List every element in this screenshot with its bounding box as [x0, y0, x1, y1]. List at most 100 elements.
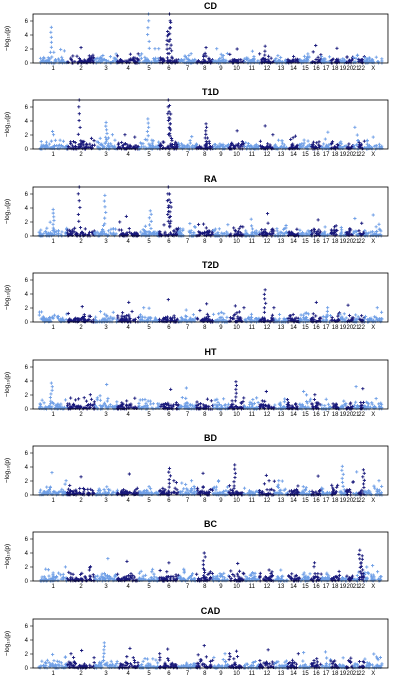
snp-point — [313, 572, 317, 576]
snp-point — [217, 227, 221, 231]
snp-point — [164, 147, 168, 151]
peak-point — [168, 210, 172, 214]
snp-point — [92, 139, 96, 143]
snp-point — [170, 143, 175, 147]
snp-point — [48, 491, 52, 495]
snp-point — [69, 404, 73, 408]
snp-point — [289, 314, 293, 318]
snp-point — [215, 397, 219, 401]
peak-point — [104, 121, 108, 125]
snp-point — [87, 54, 91, 58]
snp-point — [56, 228, 61, 233]
y-tick-label: 2 — [25, 393, 29, 399]
snp-point — [73, 579, 77, 583]
snp-point — [235, 490, 239, 494]
snp-point — [377, 401, 381, 406]
peak-point — [167, 477, 171, 482]
snp-point — [143, 574, 148, 578]
snp-point — [165, 570, 169, 574]
y-tick-label: 6 — [25, 365, 29, 371]
peak-point — [302, 389, 306, 393]
snp-point — [68, 483, 72, 488]
peak-point — [263, 124, 267, 128]
snp-point — [150, 141, 154, 146]
snp-point — [289, 577, 293, 581]
snp-point — [225, 230, 229, 234]
snp-point — [159, 404, 163, 408]
snp-point — [206, 317, 210, 321]
snp-point — [68, 228, 72, 232]
peak-point — [167, 192, 172, 196]
snp-point — [331, 232, 335, 236]
points-group — [38, 548, 383, 583]
snp-point — [277, 313, 282, 317]
snp-point — [353, 60, 357, 64]
snp-point — [133, 59, 137, 63]
snp-point — [291, 58, 296, 62]
snp-point — [172, 314, 176, 318]
x-tick-label: 15 — [302, 152, 309, 158]
snp-point — [142, 228, 147, 233]
snp-point — [205, 312, 209, 317]
snp-point — [63, 565, 68, 569]
snp-point — [286, 57, 290, 62]
peak-point — [233, 467, 237, 471]
points-group — [38, 12, 384, 65]
snp-point — [306, 55, 310, 59]
snp-point — [98, 310, 103, 314]
snp-point — [148, 144, 152, 148]
snp-point — [147, 485, 151, 489]
peak-point — [78, 205, 82, 209]
snp-point — [184, 490, 188, 494]
snp-point — [76, 318, 80, 322]
snp-point — [91, 573, 95, 577]
snp-point — [301, 313, 305, 317]
snp-point — [82, 395, 86, 399]
y-axis-label: −log₁₀(p) — [4, 371, 11, 396]
snp-point — [79, 318, 83, 322]
snp-point — [344, 316, 348, 320]
snp-point — [183, 401, 187, 406]
snp-point — [69, 57, 73, 62]
snp-point — [158, 229, 162, 234]
snp-point — [180, 489, 184, 493]
snp-point — [169, 575, 173, 579]
snp-point — [368, 405, 373, 409]
snp-point — [374, 315, 378, 320]
snp-point — [152, 575, 156, 579]
snp-point — [63, 482, 67, 486]
snp-point — [286, 574, 291, 578]
snp-point — [306, 139, 310, 144]
snp-point — [186, 488, 190, 492]
snp-point — [250, 227, 255, 231]
peak-point — [166, 212, 170, 216]
peak-point — [204, 140, 208, 144]
snp-point — [183, 314, 188, 318]
snp-point — [184, 482, 188, 487]
x-tick-label: 9 — [219, 498, 223, 504]
snp-point — [304, 317, 309, 322]
x-tick-label: 14 — [290, 239, 297, 245]
snp-point — [169, 406, 174, 410]
snp-point — [197, 406, 202, 410]
snp-point — [72, 489, 76, 493]
snp-point — [83, 227, 87, 231]
snp-point — [82, 313, 86, 317]
snp-point — [345, 55, 349, 59]
snp-point — [111, 310, 115, 315]
snp-point — [174, 402, 178, 406]
snp-point — [313, 145, 317, 149]
snp-point — [350, 404, 354, 408]
snp-point — [53, 490, 57, 494]
snp-point — [311, 312, 315, 316]
snp-point — [315, 403, 319, 407]
snp-point — [302, 58, 306, 63]
peak-point — [233, 398, 237, 402]
snp-point — [40, 145, 44, 149]
snp-point — [262, 482, 267, 486]
snp-point — [60, 487, 64, 491]
snp-point — [174, 573, 178, 577]
snp-point — [142, 578, 146, 582]
snp-point — [150, 138, 154, 143]
snp-point — [325, 309, 330, 314]
